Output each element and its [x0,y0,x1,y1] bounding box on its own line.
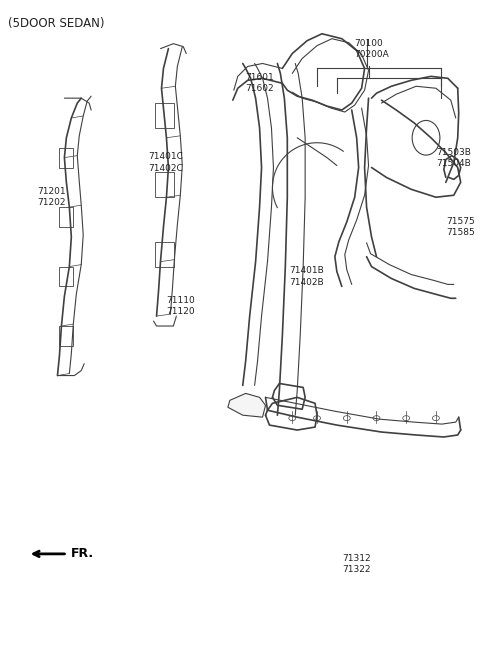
Text: 71312
71322: 71312 71322 [342,554,371,574]
Text: 71601
71602: 71601 71602 [246,73,275,93]
Text: 71401C
71402C: 71401C 71402C [149,152,183,173]
Polygon shape [228,394,265,417]
Text: FR.: FR. [72,547,95,560]
Bar [60,326,73,346]
Text: (5DOOR SEDAN): (5DOOR SEDAN) [8,17,105,30]
Text: 71201
71202: 71201 71202 [37,187,66,207]
Bar [155,103,174,128]
Bar [60,207,73,227]
Text: 71110
71120: 71110 71120 [167,296,195,316]
Text: 71401B
71402B: 71401B 71402B [289,266,324,287]
Text: 70100
70200A: 70100 70200A [355,39,389,58]
Bar [155,242,174,266]
Bar [155,173,174,197]
Text: 71503B
71504B: 71503B 71504B [436,148,471,168]
Bar [60,266,73,287]
Bar [60,148,73,167]
Text: 71575
71585: 71575 71585 [446,217,475,237]
